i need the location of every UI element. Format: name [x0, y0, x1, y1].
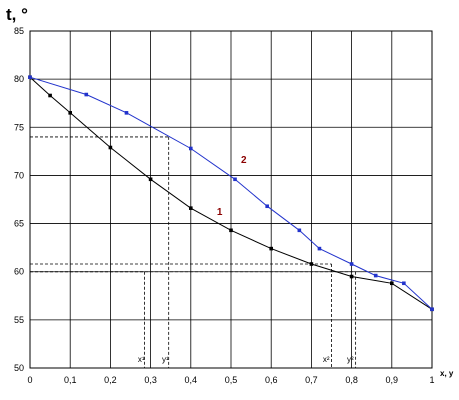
- y-tick-label: 50: [14, 363, 24, 373]
- series-point-1: [48, 93, 52, 98]
- curve-label: 1: [217, 207, 223, 218]
- series-point-2: [317, 246, 322, 251]
- x-tick-label: 0,8: [345, 375, 358, 385]
- series-line-2: [29, 76, 433, 310]
- y-tick-label: 60: [14, 267, 24, 277]
- series-point-2: [28, 75, 32, 80]
- y-tick-label: 55: [14, 315, 24, 325]
- y-tick-label: 65: [14, 219, 24, 229]
- plot-frame: [29, 30, 433, 369]
- x-tick-label: 0,2: [104, 375, 117, 385]
- series-point-2: [402, 281, 406, 286]
- composition-marker: y¹: [162, 355, 169, 364]
- x-tick-label: 0: [27, 375, 32, 385]
- y-axis-title: t, °: [6, 5, 28, 24]
- series-point-1: [349, 274, 354, 279]
- composition-marker: y²: [347, 355, 354, 364]
- series-point-1: [148, 177, 153, 182]
- plot-area: 0 0,1 0,2 0,3 0,4 0,5 0,6 0,7 0,8 0,9 1 50 55 60 65 70 7…: [14, 26, 435, 385]
- curve-label: 2: [241, 155, 247, 166]
- series-point-1: [229, 228, 233, 233]
- series-point-1: [309, 262, 314, 266]
- series-point-2: [265, 204, 269, 209]
- y-tick-label: 75: [14, 122, 24, 132]
- series-point-1: [390, 281, 394, 286]
- series-point-2: [189, 146, 193, 151]
- x-axis-title: x, y: [440, 369, 454, 378]
- x-tick-label: 0,3: [144, 375, 157, 385]
- x-tick-label: 0,7: [305, 375, 318, 385]
- y-tick-label: 70: [14, 170, 24, 180]
- y-tick-label: 80: [14, 74, 24, 84]
- x-tick-label: 0,5: [225, 375, 238, 385]
- x-tick-label: 0,4: [185, 375, 198, 385]
- series-point-2: [349, 262, 354, 266]
- composition-marker: x¹: [138, 355, 145, 364]
- series-point-2: [430, 307, 434, 312]
- x-tick-label: 0,9: [386, 375, 399, 385]
- series-point-1: [68, 111, 72, 115]
- series-point-2: [233, 177, 237, 182]
- series-point-1: [108, 145, 113, 150]
- y-tick-label: 85: [14, 26, 24, 36]
- x-tick-label: 1: [429, 375, 434, 385]
- series-point-2: [124, 111, 129, 115]
- x-tick-label: 0,1: [64, 375, 77, 385]
- series-point-1: [189, 206, 193, 210]
- series-point-1: [269, 246, 273, 251]
- series-line-1: [29, 76, 433, 310]
- series-point-2: [84, 92, 89, 97]
- series-point-2: [373, 273, 378, 278]
- composition-marker: x²: [323, 355, 330, 364]
- series-point-2: [297, 228, 302, 233]
- x-tick-label: 0,6: [265, 375, 278, 385]
